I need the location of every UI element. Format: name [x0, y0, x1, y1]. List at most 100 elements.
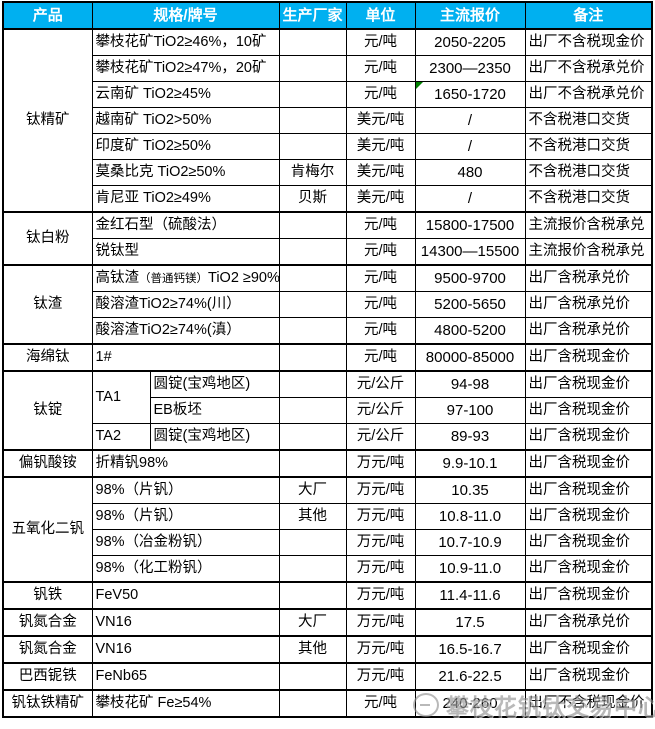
price-cell: 4800-5200: [414, 317, 526, 345]
table-row: 莫桑比克 TiO2≥50% 肯梅尔 美元/吨 480 不含税港口交货: [3, 159, 653, 186]
spec-cell: FeV50: [91, 581, 280, 610]
maker-cell: [278, 264, 347, 292]
table-row: 肯尼亚 TiO2≥49% 贝斯 美元/吨 / 不含税港口交货: [3, 185, 653, 213]
table-row: 98%（冶金粉钒） 万元/吨 10.7-10.9 出厂含税现金价: [3, 529, 653, 556]
unit-cell: 元/吨: [345, 211, 416, 239]
unit-cell: 美元/吨: [345, 185, 416, 213]
price-sheet: 产品 规格/牌号 生产厂家 单位 主流报价 备注 钛精矿 攀枝花矿TiO2≥46…: [2, 1, 654, 718]
note-cell: 出厂含税现金价: [524, 581, 653, 610]
maker-cell: 其他: [278, 503, 347, 530]
price-cell: 10.9-11.0: [414, 555, 526, 583]
spec-cell: 攀枝花矿TiO2≥47%，20矿: [91, 55, 280, 82]
unit-cell: 美元/吨: [345, 107, 416, 134]
unit-cell: 元/吨: [345, 317, 416, 345]
maker-cell: [278, 423, 347, 451]
maker-cell: 其他: [278, 635, 347, 664]
table-row: 云南矿 TiO2≥45% 元/吨 1650-1720 出厂不含税承兑价: [3, 81, 653, 108]
product-cell: 五氧化二钒: [2, 476, 93, 583]
note-cell: 出厂含税现金价: [524, 449, 653, 478]
unit-cell: 元/吨: [345, 343, 416, 372]
header-unit: 单位: [345, 1, 416, 30]
spec-cell: 1#: [91, 343, 280, 372]
maker-cell: [278, 317, 347, 345]
table-row: 钛白粉 金红石型（硫酸法） 元/吨 15800-17500 主流报价含税承兑: [2, 211, 653, 266]
maker-cell: [278, 449, 347, 478]
spec-cell: 折精钒98%: [91, 449, 280, 478]
unit-cell: 万元/吨: [345, 529, 416, 556]
header-maker: 生产厂家: [278, 1, 347, 30]
maker-cell: [278, 211, 347, 239]
header-row: 产品 规格/牌号 生产厂家 单位 主流报价 备注: [2, 1, 653, 30]
unit-cell: 元/吨: [345, 238, 416, 266]
price-cell: /: [414, 107, 526, 134]
price-cell: 14300—15500: [414, 238, 526, 266]
unit-cell: 元/公斤: [345, 397, 416, 424]
unit-cell: 元/吨: [345, 689, 416, 718]
header-spec: 规格/牌号: [91, 1, 280, 30]
spec-cell: 攀枝花矿TiO2≥46%，10矿: [91, 28, 280, 56]
unit-cell: 万元/吨: [345, 503, 416, 530]
table-row: 钛精矿 攀枝花矿TiO2≥46%，10矿 元/吨 2050-2205 出厂不含税…: [2, 28, 653, 213]
maker-cell: [278, 28, 347, 56]
table-row: 钛锭 TA1 圆锭(宝鸡地区) 元/公斤 94-98 出厂含税现金价: [2, 370, 653, 451]
price-cell: 10.7-10.9: [414, 529, 526, 556]
unit-cell: 万元/吨: [345, 555, 416, 583]
table-row: 酸溶渣TiO2≥74%(滇） 元/吨 4800-5200 出厂含税承兑价: [3, 317, 653, 345]
product-cell: 钛锭: [2, 370, 93, 451]
product-cell: 钒铁: [2, 581, 93, 610]
product-cell: 偏钒酸铵: [2, 449, 93, 478]
table-row: 钒铁 FeV50 万元/吨 11.4-11.6 出厂含税现金价: [2, 581, 653, 610]
note-cell: 出厂不含税承兑价: [524, 55, 653, 82]
comment-marker-icon: [416, 82, 423, 89]
note-cell: 出厂不含税现金价: [524, 28, 653, 56]
note-cell: 不含税港口交货: [524, 107, 653, 134]
note-cell: 出厂不含税现金价: [524, 689, 653, 718]
unit-cell: 万元/吨: [345, 608, 416, 637]
price-cell: 5200-5650: [414, 291, 526, 318]
product-cell: 钒氮合金: [2, 608, 93, 637]
table-row: 攀枝花矿TiO2≥47%，20矿 元/吨 2300—2350 出厂不含税承兑价: [3, 55, 653, 82]
unit-cell: 万元/吨: [345, 581, 416, 610]
note-cell: 不含税港口交货: [524, 159, 653, 186]
table-row: 98%（化工粉钒） 万元/吨 10.9-11.0 出厂含税现金价: [3, 555, 653, 583]
note-cell: 主流报价含税承兑: [524, 238, 653, 266]
spec-cell: 高钛渣（普通钙镁）TiO2 ≥90%: [91, 264, 280, 292]
note-cell: 出厂含税现金价: [524, 397, 653, 424]
form-cell: 圆锭(宝鸡地区): [149, 370, 280, 398]
note-cell: 出厂含税承兑价: [524, 264, 653, 292]
price-cell: 2050-2205: [414, 28, 526, 56]
unit-cell: 万元/吨: [345, 662, 416, 691]
maker-cell: [278, 55, 347, 82]
maker-cell: 肯梅尔: [278, 159, 347, 186]
maker-cell: [278, 529, 347, 556]
note-cell: 不含税港口交货: [524, 133, 653, 160]
price-cell: 480: [414, 159, 526, 186]
price-cell: 89-93: [414, 423, 526, 451]
note-cell: 出厂含税现金价: [524, 529, 653, 556]
maker-cell: [278, 689, 347, 718]
unit-cell: 元/吨: [345, 81, 416, 108]
price-cell: 10.8-11.0: [414, 503, 526, 530]
note-cell: 出厂含税现金价: [524, 343, 653, 372]
header-note: 备注: [524, 1, 653, 30]
unit-cell: 元/公斤: [345, 370, 416, 398]
spec-text: 高钛渣: [95, 270, 140, 287]
unit-cell: 元/吨: [345, 28, 416, 56]
maker-cell: [278, 238, 347, 266]
note-cell: 主流报价含税承兑: [524, 211, 653, 239]
spec-cell: 98%（片钒）: [91, 476, 280, 504]
maker-cell: [278, 343, 347, 372]
note-cell: 出厂含税现金价: [524, 423, 653, 451]
note-cell: 出厂含税现金价: [524, 555, 653, 583]
note-cell: 出厂含税现金价: [524, 370, 653, 398]
product-cell: 钒氮合金: [2, 635, 93, 664]
price-cell: 2300—2350: [414, 55, 526, 82]
spec-cell: 云南矿 TiO2≥45%: [91, 81, 280, 108]
spec-cell: 肯尼亚 TiO2≥49%: [91, 185, 280, 213]
grade-cell: TA2: [91, 423, 151, 451]
maker-cell: [278, 555, 347, 583]
unit-cell: 万元/吨: [345, 476, 416, 504]
table-row: 酸溶渣TiO2≥74%(川） 元/吨 5200-5650 出厂含税承兑价: [3, 291, 653, 318]
unit-cell: 元/吨: [345, 291, 416, 318]
note-cell: 出厂含税现金价: [524, 476, 653, 504]
